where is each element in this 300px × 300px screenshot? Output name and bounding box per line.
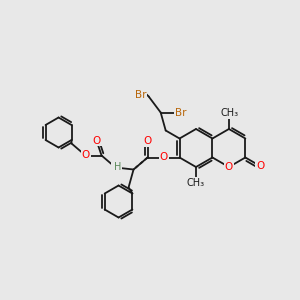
Text: CH₃: CH₃: [187, 178, 205, 188]
Text: N: N: [112, 163, 119, 172]
Text: O: O: [143, 136, 152, 146]
Text: Br: Br: [135, 89, 146, 100]
Text: O: O: [81, 151, 90, 160]
Text: Br: Br: [175, 107, 186, 118]
Text: O: O: [256, 161, 264, 171]
Text: H: H: [113, 163, 121, 172]
Text: CH₃: CH₃: [221, 108, 239, 118]
Text: O: O: [159, 152, 168, 163]
Text: O: O: [92, 136, 101, 146]
Text: O: O: [225, 162, 233, 172]
